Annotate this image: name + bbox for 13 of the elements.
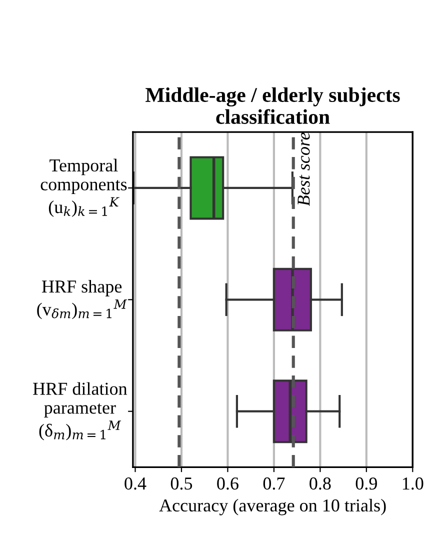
x-tick-label: 0.6: [217, 477, 238, 490]
x-tick-label: 0.9: [356, 477, 377, 490]
x-tick-label: 0.8: [310, 477, 331, 490]
x-tick-label: 0.4: [124, 477, 146, 490]
ref-line-label: Best score: [298, 132, 310, 206]
x-tick-label: 1.0: [402, 477, 424, 490]
y-tick-label: Temporal components (u$_{k}$)$_{k=1}$$^{K}$: [40, 158, 127, 217]
chart-title: Middle-age / elderly subjects classification: [146, 87, 400, 124]
x-tick-label: 0.7: [263, 477, 285, 490]
y-tick-label: HRF dilation parameter (δ$_{m}$)$_{m=1}$$^{M}$: [33, 382, 128, 440]
x-axis-title: Accuracy (average on 10 trials): [159, 498, 386, 516]
x-tick-label: 0.5: [170, 477, 192, 490]
y-tick-label: HRF shape (v$_{δm}$)$_{m=1}$$^{M}$: [37, 280, 128, 320]
